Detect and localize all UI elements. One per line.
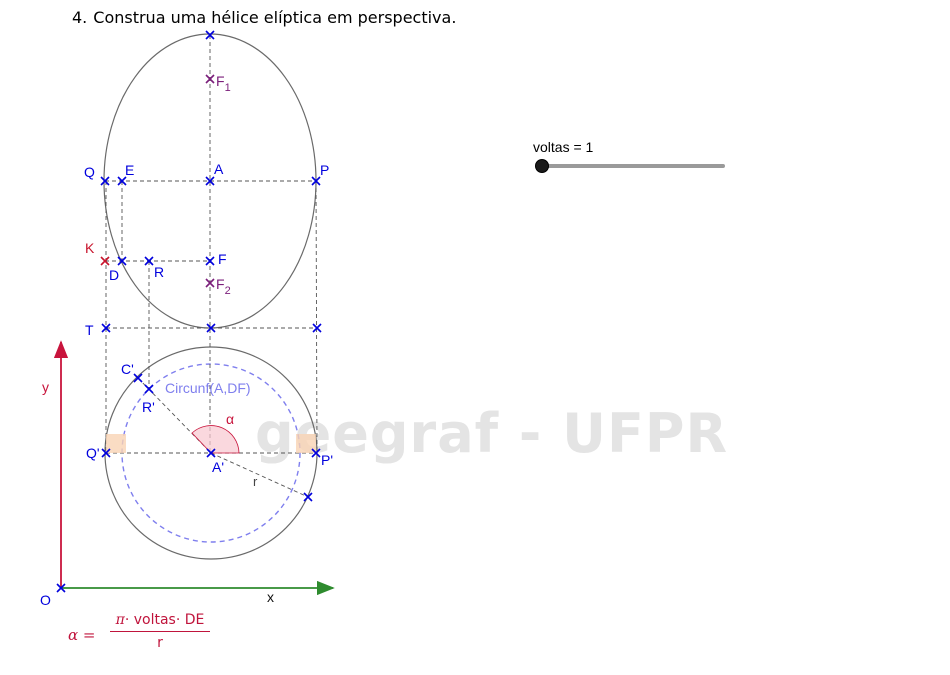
exercise-title: 4. Construa uma hélice elíptica em perspe… [60,8,456,27]
voltas-slider-handle[interactable] [535,159,549,173]
voltas-slider-label: voltas = 1 [533,139,594,155]
label-y-axis: y [42,379,49,395]
formula-fraction: π· voltas· DE r [110,612,210,651]
marker-p-prime [296,434,316,453]
label-p: P [320,162,329,178]
label-r: R [154,264,164,280]
angle-alpha-sector [191,425,240,454]
label-radius-r: r [253,474,258,489]
voltas-slider-track[interactable] [542,164,725,168]
label-o: O [40,592,51,608]
label-r-prime: R' [142,399,155,415]
label-t: T [85,322,94,338]
label-circumference: Circunf(A,DF) [165,380,251,396]
exercise-number: 4. [72,8,88,27]
label-k: K [85,240,95,256]
formula-numerator-rest: · voltas· DE [124,612,205,628]
marker-q-prime [106,434,126,453]
watermark: geegraf - UFPR [255,402,729,465]
label-f1: F1 [216,73,231,94]
formula-pi: π [115,612,125,628]
formula-denominator: r [157,635,163,651]
formula-lhs: α = [68,626,96,644]
label-a: A [214,161,224,177]
label-d: D [109,267,119,283]
label-f: F [218,251,227,267]
label-c-prime: C' [121,361,134,377]
label-q-prime: Q' [86,445,100,461]
label-q: Q [84,164,95,180]
label-p-prime: P' [321,452,333,468]
point-crosses [56,30,322,593]
label-f2: F2 [216,276,231,297]
label-a-prime: A' [212,459,224,475]
formula-fraction-bar [110,631,210,632]
label-alpha: α [226,411,234,427]
label-e: E [125,162,134,178]
formula-numerator: π· voltas· DE [110,612,210,628]
exercise-text: Construa uma hélice elíptica em perspect… [93,8,457,27]
label-x-axis: x [267,589,274,605]
